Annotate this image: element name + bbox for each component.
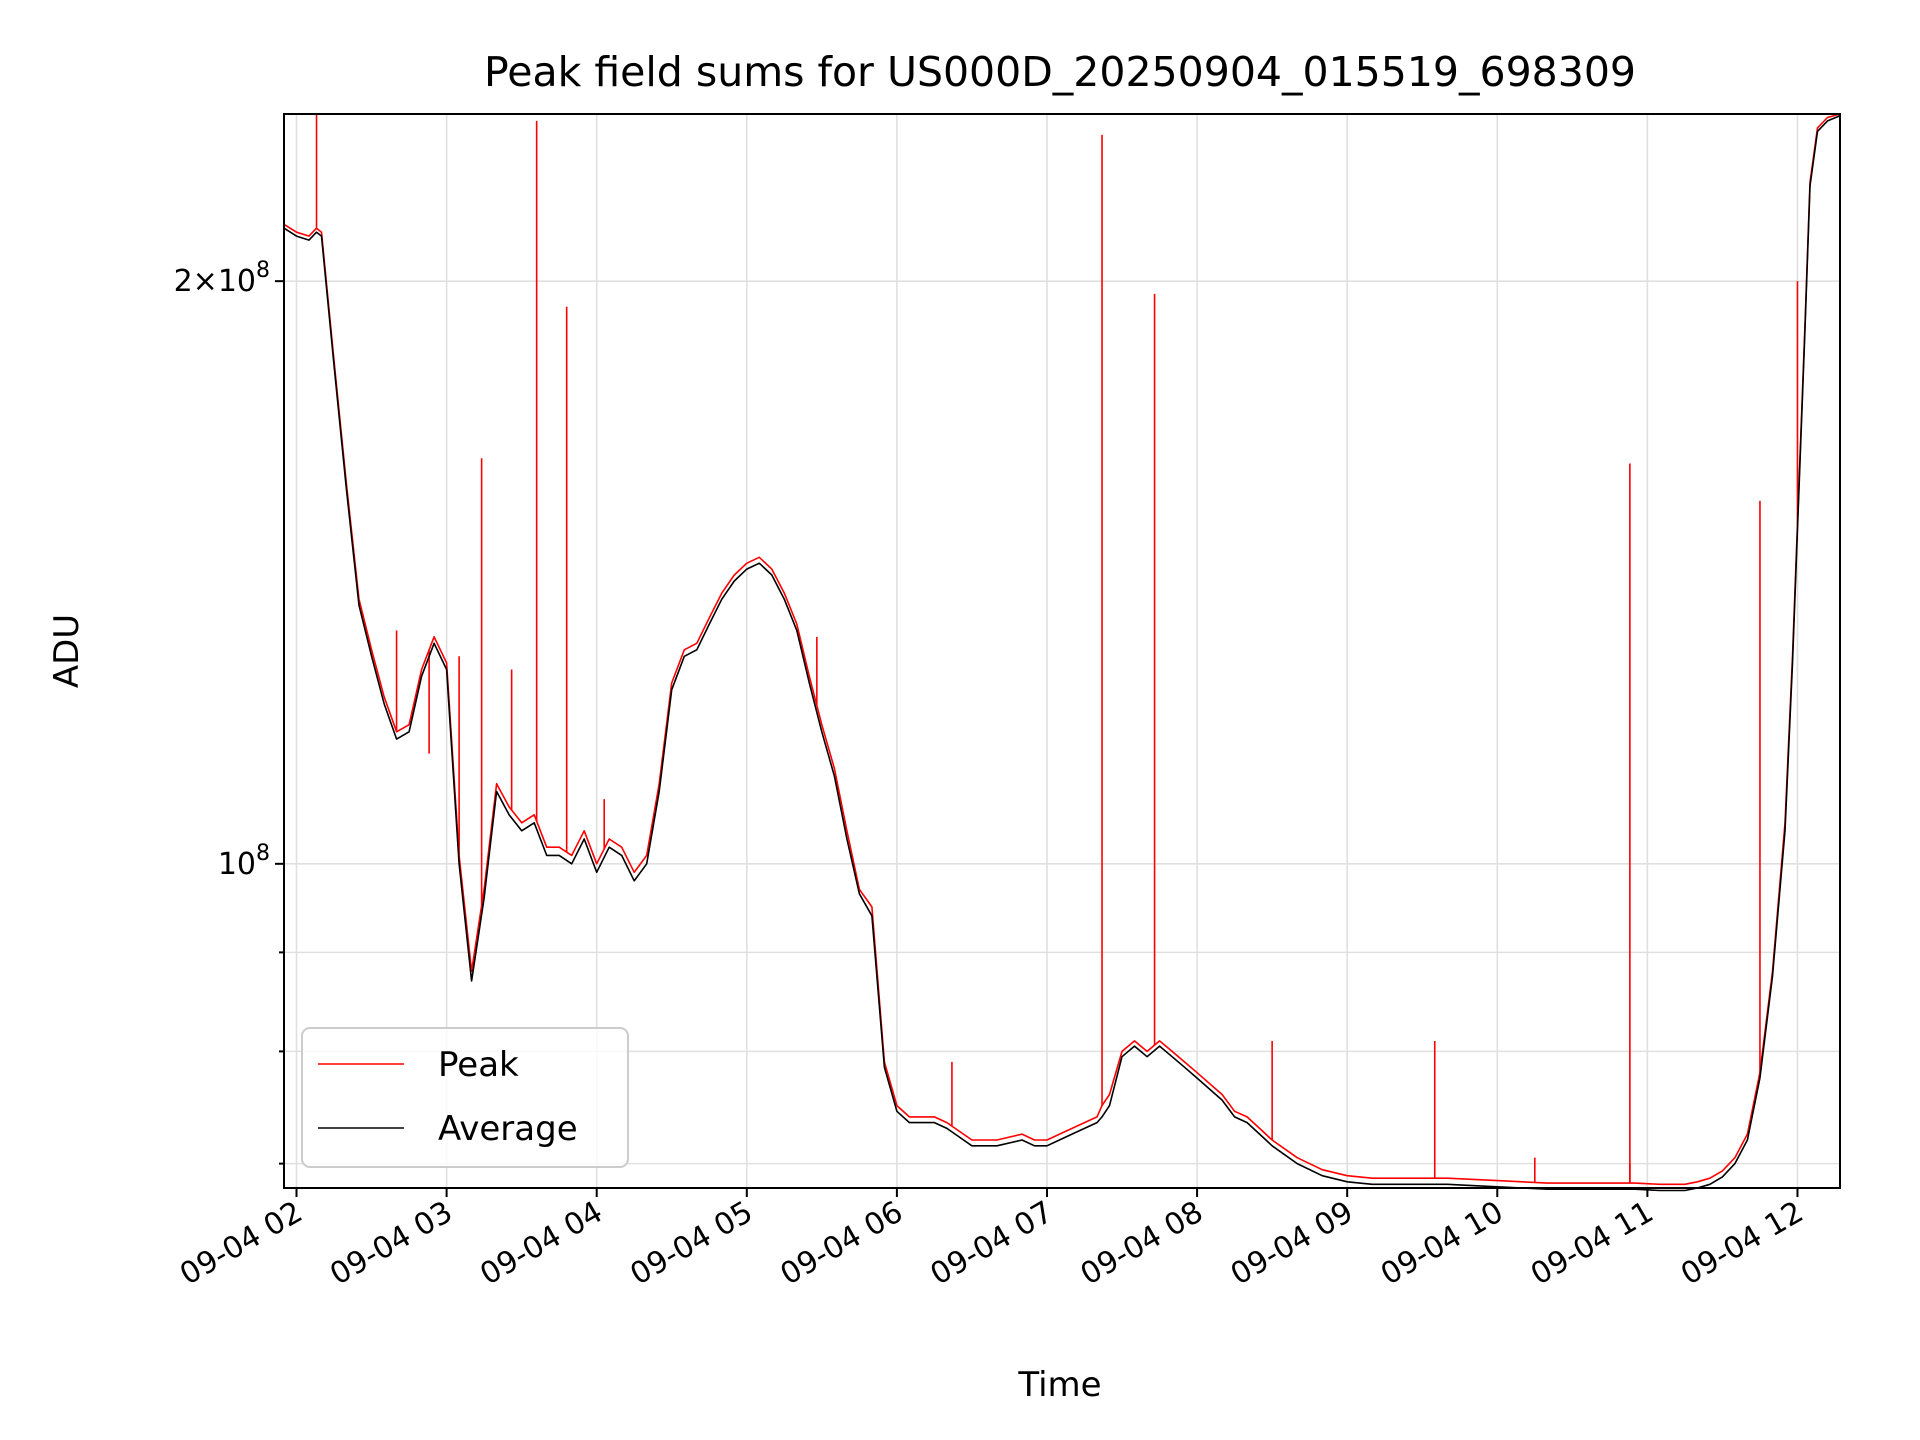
plot-series	[283, 113, 1841, 1192]
series-line-peak	[283, 113, 1841, 1186]
plot-frame	[283, 113, 1841, 1189]
legend: Peak Average	[301, 1027, 629, 1168]
series-line-average	[283, 114, 1841, 1192]
legend-label-peak: Peak	[438, 1045, 519, 1085]
chart-title: Peak field sums for US000D_20250904_0155…	[484, 48, 1636, 96]
legend-label-average: Average	[438, 1109, 578, 1149]
y-axis-label: ADU	[47, 614, 87, 688]
legend-box	[301, 1027, 629, 1168]
y-tick-label: 108	[218, 841, 270, 882]
y-tick-label: 2×108	[174, 258, 270, 299]
grid	[284, 114, 1840, 1188]
x-axis-label: Time	[1017, 1365, 1101, 1405]
